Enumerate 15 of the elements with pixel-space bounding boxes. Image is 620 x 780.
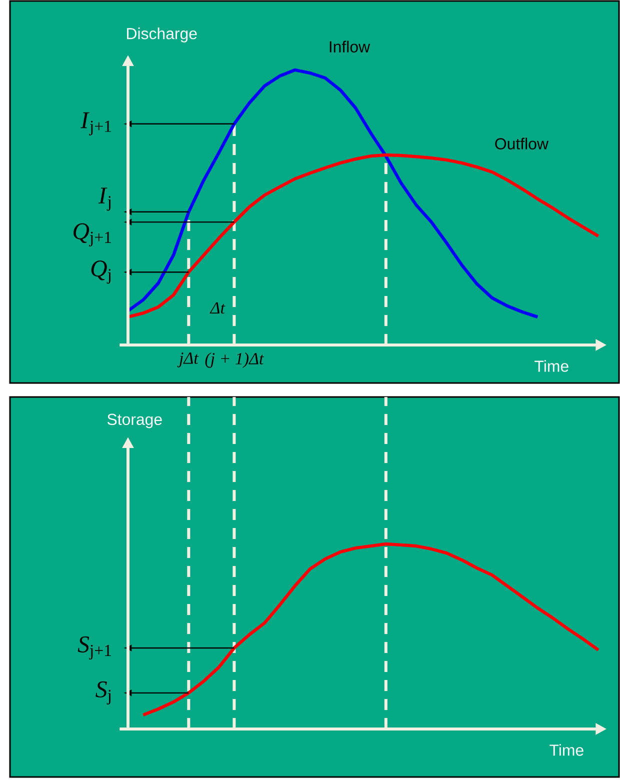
annotation: S$_{j+1}$ xyxy=(78,636,111,660)
x-tick-label: jΔt xyxy=(177,352,199,368)
series-label: Inflow xyxy=(330,40,370,52)
annotation: I$_{j}$ xyxy=(98,188,111,211)
x-axis-title: Time xyxy=(550,744,584,756)
annotation: S$_{j}$ xyxy=(96,681,111,704)
y-axis-title: Discharge xyxy=(127,28,197,42)
annotation: Q$_{j+1}$ xyxy=(74,223,111,246)
series-label: Outflow xyxy=(495,138,549,150)
y-axis-title: Storage xyxy=(107,414,162,428)
annotation: Q$_{j}$ xyxy=(91,260,111,284)
annotation: Δt xyxy=(210,302,226,314)
annotation: I$_{j+1}$ xyxy=(80,112,111,136)
x-tick-label: (j + 1)Δt xyxy=(205,352,264,368)
x-axis-title: Time xyxy=(534,360,568,372)
